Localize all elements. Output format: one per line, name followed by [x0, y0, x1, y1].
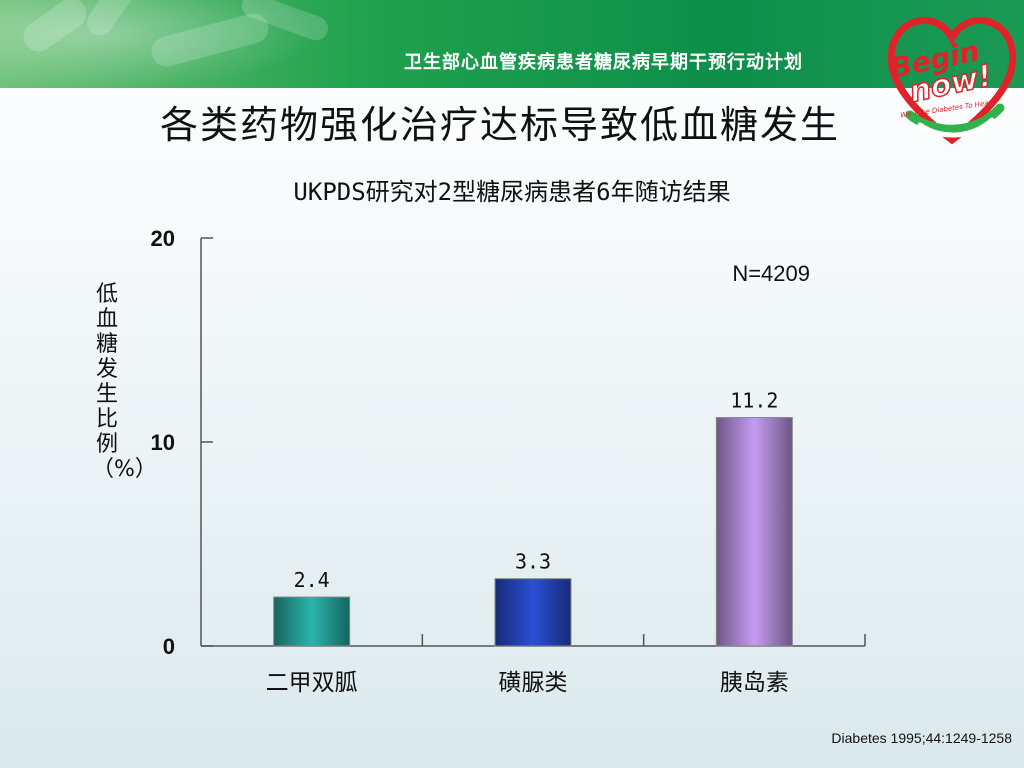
- y-tick-label: 10: [151, 430, 175, 455]
- bar: [715, 417, 793, 647]
- begin-now-logo: Begin now! We Take Diabetes To Heart: [887, 17, 1017, 145]
- citation: Diabetes 1995;44:1249-1258: [831, 730, 1012, 746]
- data-label: 3.3: [515, 550, 551, 574]
- program-name: 卫生部心血管疾病患者糖尿病早期干预行动计划: [404, 52, 803, 73]
- data-label: 2.4: [294, 568, 330, 592]
- x-tick-label: 二甲双胍: [266, 670, 358, 696]
- y-tick-label: 0: [163, 634, 175, 659]
- banner-glow: [0, 0, 360, 100]
- heart-outline-icon: [887, 17, 1017, 145]
- x-tick-label: 磺脲类: [499, 670, 568, 696]
- header-banner: 卫生部心血管疾病患者糖尿病早期干预行动计划: [0, 0, 1024, 100]
- slide-title: 各类药物强化治疗达标导致低血糖发生: [159, 103, 840, 147]
- sample-size-annotation: N=4209: [732, 261, 810, 286]
- data-label: 11.2: [730, 389, 778, 413]
- y-tick-label: 20: [151, 226, 175, 251]
- x-tick-label: 胰岛素: [720, 670, 789, 696]
- bar: [273, 596, 351, 647]
- chart-title: UKPDS研究对2型糖尿病患者6年随访结果: [293, 178, 731, 206]
- bar: [494, 578, 572, 647]
